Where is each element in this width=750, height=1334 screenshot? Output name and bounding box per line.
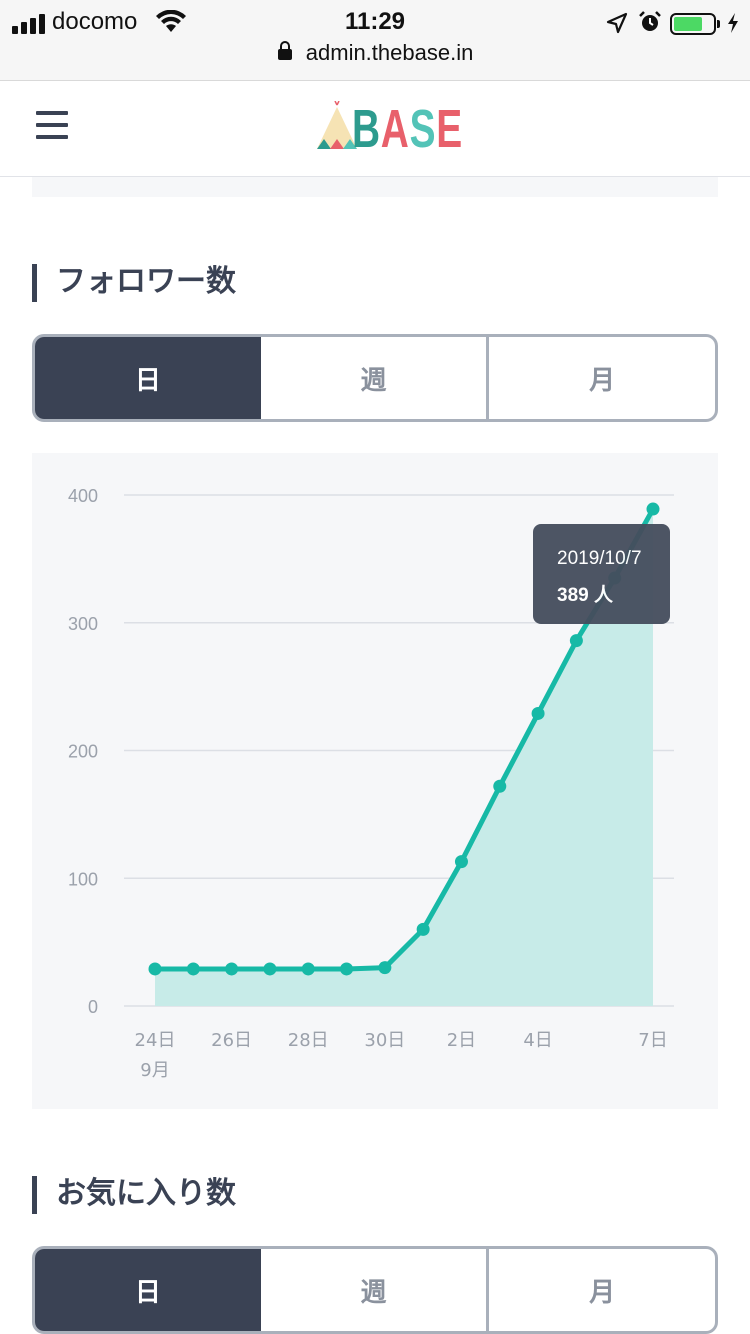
data-point (531, 706, 545, 720)
y-tick-label: 0 (88, 997, 98, 1017)
signal-icon (12, 12, 48, 34)
previous-card-bottom (32, 177, 718, 197)
alarm-icon (639, 11, 661, 31)
followers-area-chart: 0 100 200 300 400 24日 26日 28日 30日 2日 4日 7日 9月 (68, 486, 674, 1081)
data-point (340, 962, 354, 976)
x-tick-label: 26日 (211, 1030, 252, 1051)
tooltip-value: 389 人 (557, 585, 613, 606)
x-tick-label: 30日 (364, 1030, 405, 1051)
followers-title-text: フォロワー数 (56, 264, 236, 299)
x-tick-label: 28日 (288, 1030, 329, 1051)
favorites-title-text: お気に入り数 (56, 1176, 236, 1211)
y-tick-label: 100 (68, 869, 98, 889)
status-bar: docomo 11:29 admin.thebase.in (0, 0, 750, 81)
data-point (569, 634, 583, 648)
clock: 11:29 (344, 8, 406, 35)
address-bar-url[interactable]: admin.thebase.in (305, 40, 474, 65)
wifi-icon (156, 10, 186, 32)
data-point (378, 961, 392, 975)
y-tick-label: 200 (68, 742, 98, 762)
x-month-label: 9月 (140, 1060, 169, 1081)
x-tick-label: 4日 (523, 1030, 552, 1051)
tab-day[interactable]: 日 (35, 1249, 261, 1331)
base-logo[interactable]: BASE (316, 99, 462, 159)
hamburger-menu-icon[interactable] (36, 109, 68, 141)
carrier-name: docomo (52, 8, 138, 35)
tab-month[interactable]: 月 (486, 337, 715, 419)
lock-icon (277, 41, 292, 60)
data-point (301, 962, 315, 976)
data-point (646, 502, 660, 516)
x-tick-label: 24日 (135, 1030, 176, 1051)
data-point (416, 922, 430, 936)
y-tick-label: 300 (68, 614, 98, 634)
data-point (148, 962, 162, 976)
title-accent-bar (32, 1176, 37, 1214)
data-point (186, 962, 200, 976)
title-accent-bar (32, 264, 37, 302)
data-point (493, 779, 507, 793)
tab-week[interactable]: 週 (360, 365, 387, 396)
chart-tooltip: 2019/10/7 389 人 (533, 524, 670, 624)
teepee-icon (317, 101, 357, 149)
x-tick-label: 7日 (638, 1030, 667, 1051)
series-area (155, 509, 653, 1006)
logo-text: BASE (352, 99, 463, 159)
y-tick-label: 400 (68, 486, 98, 506)
favorites-period-tabs: 日 週 月 (32, 1246, 718, 1334)
data-point (263, 962, 277, 976)
tab-day[interactable]: 日 (35, 337, 261, 419)
location-arrow-icon (606, 12, 628, 34)
battery-icon (670, 13, 720, 35)
data-point (454, 855, 468, 869)
tab-week[interactable]: 週 (360, 1277, 387, 1308)
tab-month[interactable]: 月 (486, 1249, 715, 1331)
data-point (225, 962, 239, 976)
charging-bolt-icon (728, 13, 738, 33)
x-tick-label: 2日 (447, 1030, 476, 1051)
site-header: BASE (0, 81, 750, 177)
tooltip-date: 2019/10/7 (557, 548, 642, 569)
followers-period-tabs: 日 週 月 (32, 334, 718, 422)
